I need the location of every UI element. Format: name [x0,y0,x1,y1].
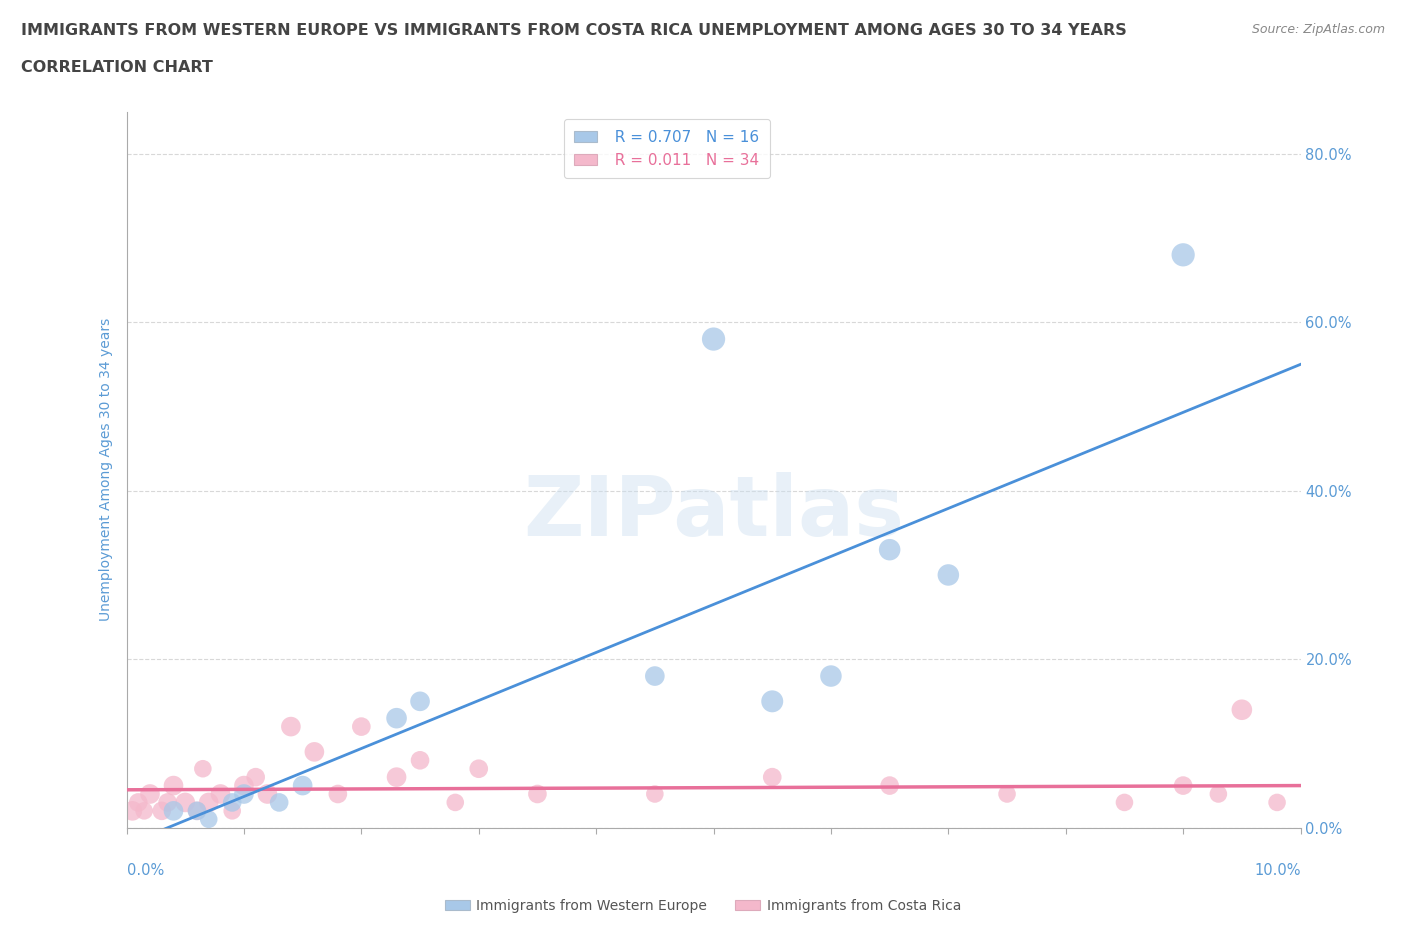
Point [350,719,373,734]
Point [644,787,666,802]
Point [127,795,149,810]
Point [526,787,548,802]
Text: IMMIGRANTS FROM WESTERN EUROPE VS IMMIGRANTS FROM COSTA RICA UNEMPLOYMENT AMONG : IMMIGRANTS FROM WESTERN EUROPE VS IMMIGR… [21,23,1126,38]
Point [150,804,173,818]
Point [1173,778,1195,793]
Point [191,762,214,777]
Point [1265,795,1288,810]
Legend: Immigrants from Western Europe, Immigrants from Costa Rica: Immigrants from Western Europe, Immigran… [439,894,967,919]
Point [409,753,432,768]
Point [409,694,432,709]
Point [820,669,842,684]
Point [444,795,467,810]
Point [256,787,278,802]
Point [761,770,783,785]
Legend:   R = 0.707   N = 16,   R = 0.011   N = 34: R = 0.707 N = 16, R = 0.011 N = 34 [564,119,769,179]
Point [156,795,179,810]
Point [385,711,408,725]
Text: 10.0%: 10.0% [1254,863,1301,878]
Point [162,804,184,818]
Point [936,567,959,582]
Point [761,694,783,709]
Point [291,778,314,793]
Point [326,787,349,802]
Point [233,787,256,802]
Point [197,812,219,827]
Point [221,804,243,818]
Point [280,719,302,734]
Point [1114,795,1136,810]
Point [245,770,267,785]
Point [879,778,901,793]
Point [233,778,256,793]
Point [174,795,197,810]
Point [134,804,156,818]
Text: CORRELATION CHART: CORRELATION CHART [21,60,212,75]
Point [197,795,219,810]
Point [468,762,491,777]
Point [1208,787,1230,802]
Point [995,787,1018,802]
Point [1173,247,1195,262]
Point [221,795,243,810]
Point [385,770,408,785]
Text: ZIPatlas: ZIPatlas [523,472,904,553]
Text: 0.0%: 0.0% [127,863,163,878]
Point [879,542,901,557]
Point [1230,702,1253,717]
Point [644,669,666,684]
Point [186,804,208,818]
Point [209,787,232,802]
Point [269,795,291,810]
Point [121,804,143,818]
Point [304,744,326,759]
Point [186,804,208,818]
Text: Source: ZipAtlas.com: Source: ZipAtlas.com [1251,23,1385,36]
Point [703,332,725,347]
Point [139,787,162,802]
Point [162,778,184,793]
Y-axis label: Unemployment Among Ages 30 to 34 years: Unemployment Among Ages 30 to 34 years [100,318,114,621]
